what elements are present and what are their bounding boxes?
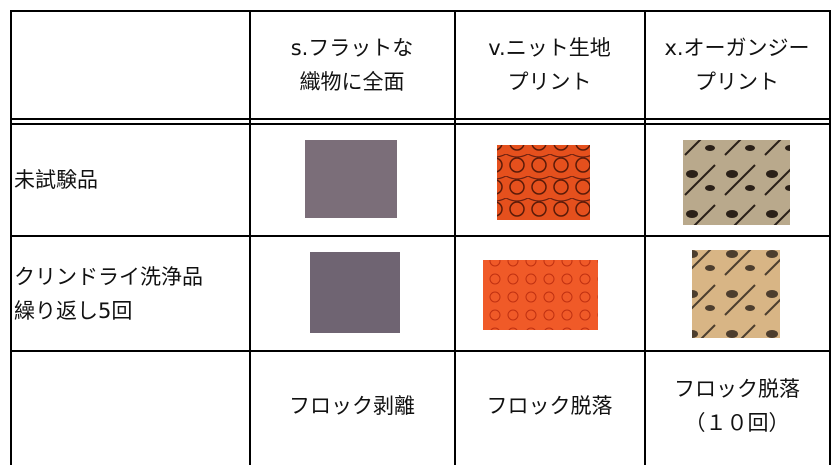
- text-line: 織物に全面: [299, 70, 405, 94]
- header-cell: x.オーガンジー プリント: [645, 12, 829, 118]
- text-line: クリンドライ洗浄品: [14, 264, 203, 289]
- text-line: フロック脱落: [486, 394, 613, 418]
- result-cell: フロック脱落: [455, 352, 644, 460]
- border: [10, 235, 831, 237]
- row-label: クリンドライ洗浄品 繰り返し5回: [12, 237, 251, 350]
- border: [10, 350, 831, 352]
- border: [454, 10, 456, 465]
- border: [10, 10, 12, 465]
- swatch: [305, 140, 397, 218]
- text-line: フロック剥離: [289, 394, 415, 418]
- text-line: 繰り返し5回: [14, 298, 133, 323]
- border: [644, 10, 646, 465]
- text-line: （１０回）: [684, 411, 790, 435]
- border: [829, 10, 831, 465]
- text-line: s.フラットな: [290, 36, 414, 60]
- row-label: 未試験品: [12, 125, 251, 235]
- text-line: v.ニット生地: [488, 36, 611, 60]
- result-cell: フロック脱落 （１０回）: [645, 352, 829, 460]
- border: [10, 118, 831, 120]
- text-line: プリント: [507, 70, 592, 94]
- border: [10, 123, 831, 125]
- header-cell: v.ニット生地 プリント: [455, 12, 644, 118]
- border: [10, 10, 831, 12]
- result-cell: フロック剥離: [250, 352, 454, 460]
- header-cell: s.フラットな 織物に全面: [250, 12, 454, 118]
- text-line: プリント: [695, 70, 779, 94]
- border: [249, 10, 251, 465]
- text-line: 未試験品: [14, 168, 98, 192]
- swatch: [310, 252, 400, 333]
- text-line: x.オーガンジー: [664, 36, 810, 60]
- text-line: フロック脱落: [674, 377, 800, 401]
